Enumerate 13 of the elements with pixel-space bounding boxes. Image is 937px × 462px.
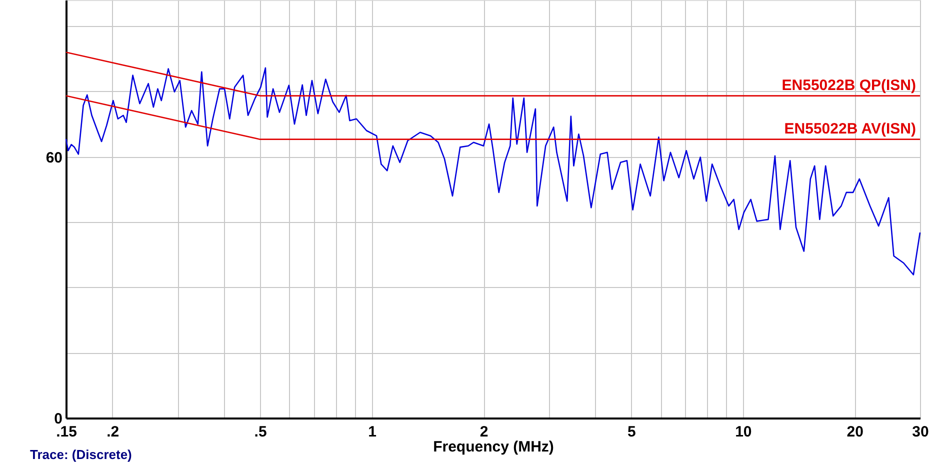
x-tick-label: 1 [368,424,376,440]
x-tick-label: 30 [912,424,929,440]
x-tick-label: 10 [735,424,752,440]
x-tick-label: .5 [254,424,267,440]
x-tick-label: 5 [628,424,636,440]
x-axis-title: Frequency (MHz) [433,438,554,456]
x-tick-label: 20 [846,424,864,440]
x-tick-label: 2 [480,424,488,440]
series-label: EN55022B QP(ISN) [782,76,916,94]
y-tick-label: 60 [46,149,62,166]
text: Trace: (Discrete) [30,447,132,462]
series-label: EN55022B AV(ISN) [784,120,916,138]
x-tick-label: .2 [106,424,120,440]
